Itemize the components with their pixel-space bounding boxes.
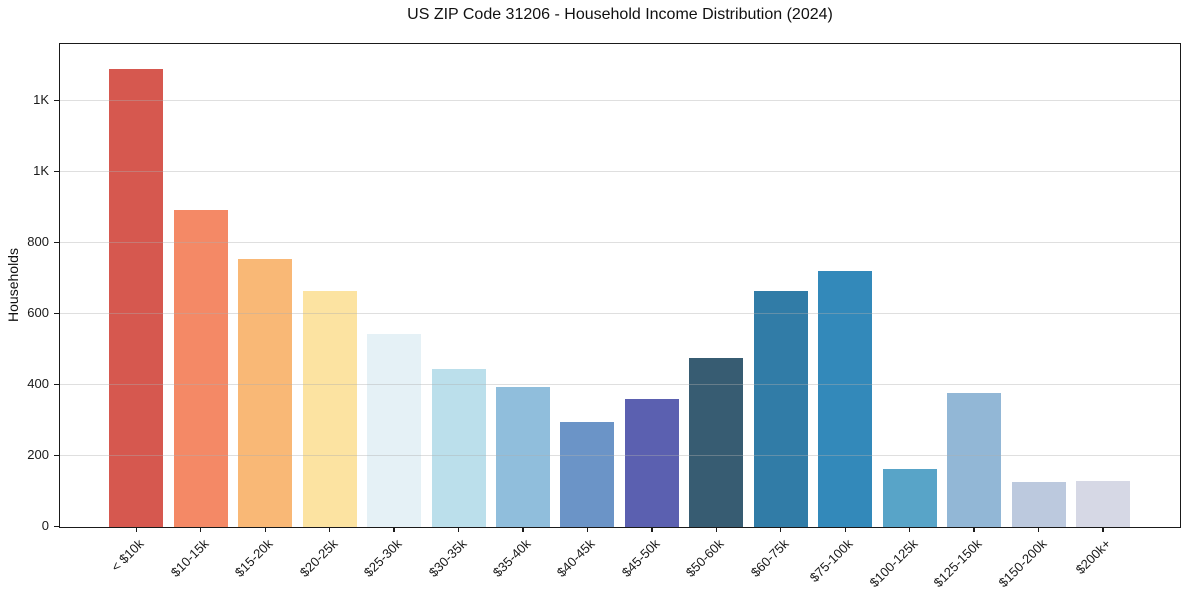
y-tick-label: 600 bbox=[27, 305, 49, 321]
bar-75-100k bbox=[818, 270, 873, 527]
x-tick-mark bbox=[457, 527, 460, 532]
x-tick-mark bbox=[586, 527, 589, 532]
bar-50-60k bbox=[689, 358, 744, 527]
x-tick-label: $45-50k bbox=[618, 536, 663, 581]
gridline bbox=[60, 241, 1180, 243]
gridline bbox=[60, 383, 1180, 385]
x-tick-label: $35-40k bbox=[489, 536, 534, 581]
x-tick-label: $60-75k bbox=[747, 536, 792, 581]
gridline bbox=[60, 170, 1180, 172]
x-tick-label: $200k+ bbox=[1072, 536, 1114, 578]
x-tick-mark bbox=[328, 527, 331, 532]
bar-25-30k bbox=[367, 333, 422, 527]
x-tick-mark bbox=[909, 527, 911, 532]
y-tick-mark bbox=[53, 454, 59, 456]
x-tick-label: $75-100k bbox=[806, 536, 856, 586]
y-tick-mark bbox=[53, 99, 59, 101]
x-tick-label: < $10k bbox=[108, 536, 147, 575]
gridline bbox=[60, 312, 1180, 314]
y-tick-mark bbox=[53, 241, 59, 243]
x-tick-mark bbox=[780, 527, 782, 532]
x-tick-label: $10-15k bbox=[167, 536, 212, 581]
x-tick-mark bbox=[651, 527, 653, 532]
x-tick-label: $20-25k bbox=[296, 536, 341, 581]
y-tick-mark bbox=[53, 383, 59, 385]
x-tick-label: $100-125k bbox=[866, 536, 921, 590]
y-tick-mark bbox=[53, 170, 59, 172]
x-tick-mark bbox=[844, 527, 846, 532]
gridline bbox=[60, 454, 1180, 456]
bar-100-125k bbox=[882, 469, 937, 527]
bar-10-15k bbox=[173, 210, 228, 527]
x-tick-label: $15-20k bbox=[231, 536, 276, 581]
bar-15-20k bbox=[238, 259, 293, 527]
bar-125-150k bbox=[947, 393, 1002, 527]
gridline bbox=[60, 99, 1180, 101]
x-tick-label: $30-35k bbox=[425, 536, 470, 581]
y-tick-label: 0 bbox=[41, 518, 49, 534]
x-tick-mark bbox=[135, 527, 137, 532]
y-tick-mark bbox=[53, 525, 59, 527]
x-tick-mark bbox=[200, 527, 202, 532]
bar-30-35k bbox=[431, 369, 486, 527]
x-tick-mark bbox=[1037, 527, 1040, 532]
bar-200k+ bbox=[1076, 480, 1131, 527]
x-tick-mark bbox=[973, 527, 975, 532]
bar-10k bbox=[109, 69, 164, 527]
bar-40-45k bbox=[560, 422, 615, 527]
y-tick-label: 1K bbox=[33, 92, 49, 108]
x-tick-label: $150-200k bbox=[995, 536, 1050, 590]
bar-20-25k bbox=[302, 290, 357, 527]
x-tick-mark bbox=[264, 527, 266, 532]
plot-area: 0 200 400 600 800 1K 1K < $10k $10-15k $15-20k $20… bbox=[27, 42, 1181, 590]
x-tick-label: $50-60k bbox=[683, 536, 727, 581]
x-tick-label: $125-150k bbox=[930, 536, 985, 590]
y-tick-mark bbox=[53, 312, 59, 314]
bar-60-75k bbox=[753, 290, 808, 527]
x-tick-label: $40-45k bbox=[554, 536, 599, 581]
bar-45-50k bbox=[624, 399, 679, 527]
x-tick-mark bbox=[522, 527, 524, 532]
x-tick-mark bbox=[1102, 527, 1104, 532]
x-tick-label: $25-30k bbox=[360, 536, 405, 581]
x-tick-mark bbox=[393, 527, 395, 532]
y-tick-label: 200 bbox=[27, 447, 49, 463]
y-tick-label: 1K bbox=[33, 163, 49, 179]
y-tick-label: 800 bbox=[27, 234, 49, 250]
bar-35-40k bbox=[496, 386, 550, 527]
x-tick-mark bbox=[715, 527, 718, 532]
y-tick-label: 400 bbox=[27, 376, 49, 392]
chart-title: US ZIP Code 31206 - Household Income Dis… bbox=[407, 6, 833, 23]
bar-150-200k bbox=[1011, 482, 1066, 527]
